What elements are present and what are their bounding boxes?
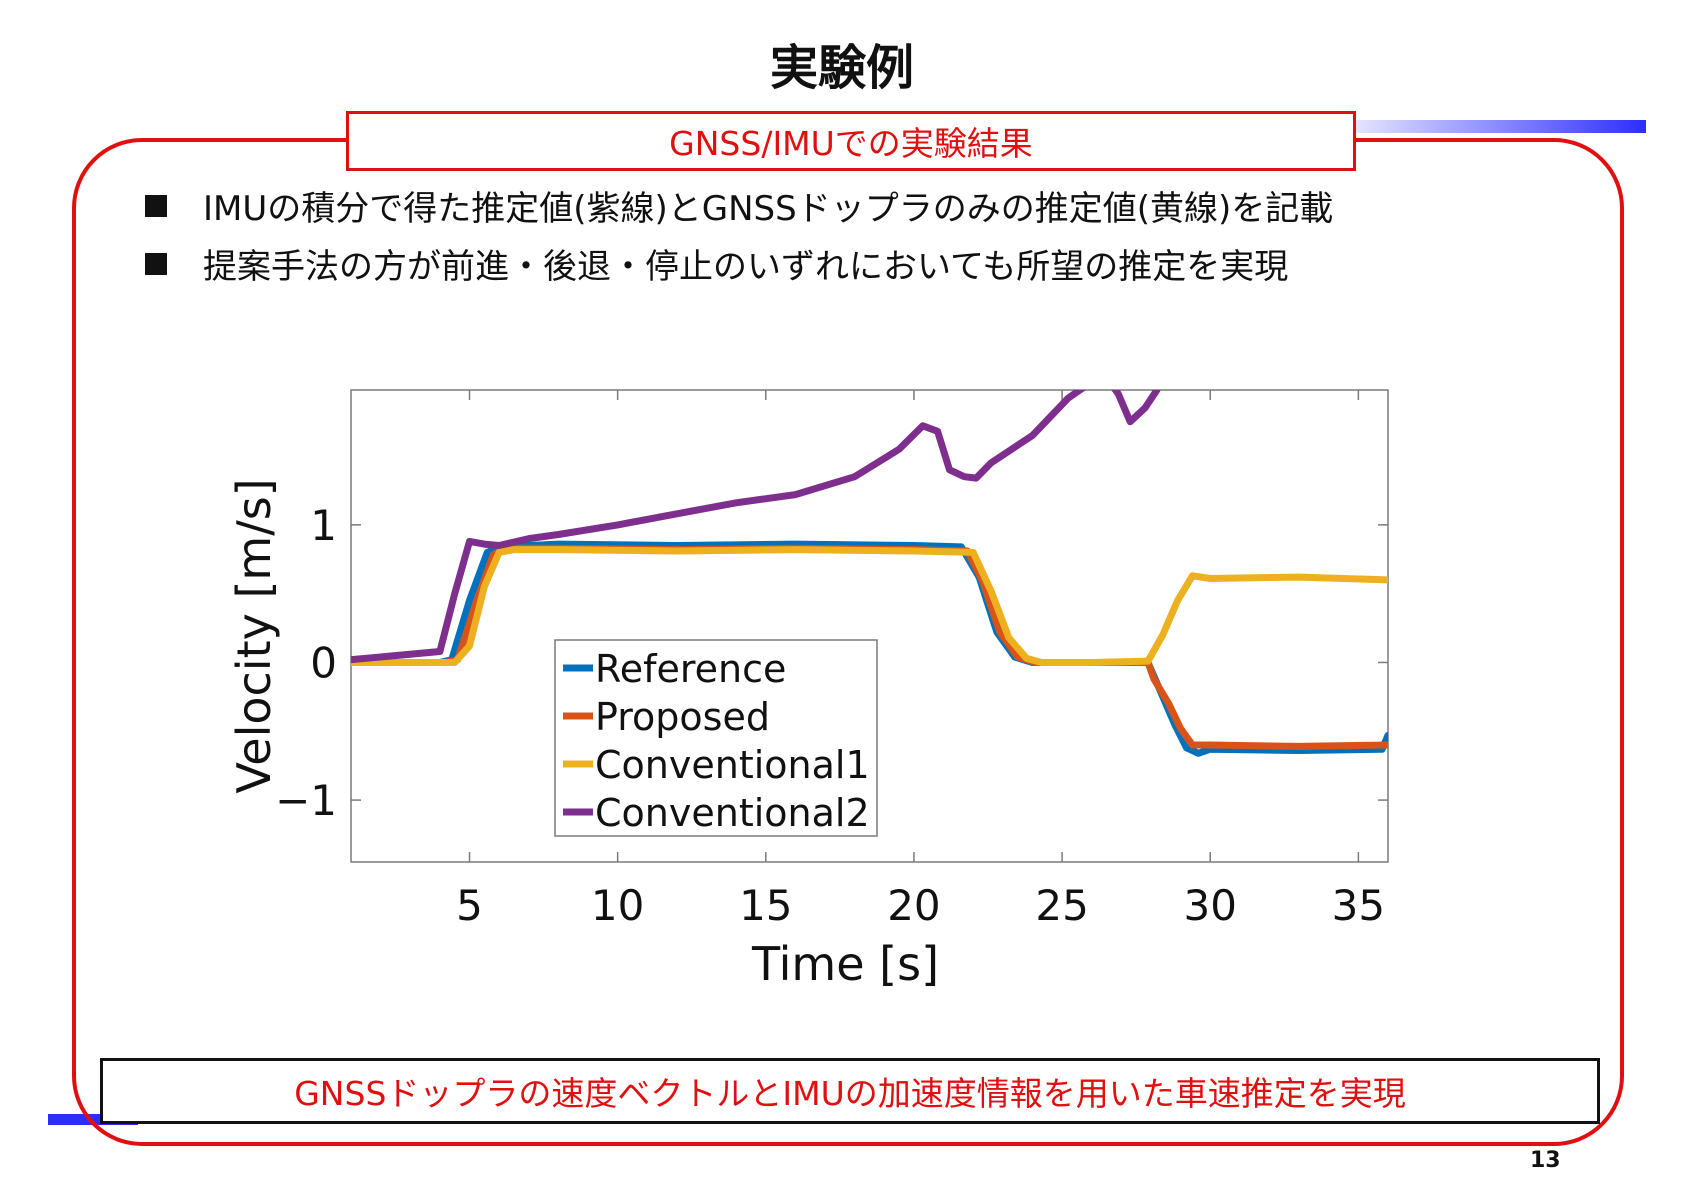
bullet-text: IMUの積分で得た推定値(紫線)とGNSSドップラのみの推定値(黄線)を記載	[203, 188, 1334, 229]
series-group	[351, 390, 1388, 757]
conclusion-box: GNSSドップラの速度ベクトルとIMUの加速度情報を用いた車速推定を実現	[100, 1058, 1600, 1124]
series-line-proposed	[351, 544, 1388, 750]
slide-title: 実験例	[769, 40, 914, 96]
legend-label: Reference	[595, 647, 786, 691]
bullet-text: 提案手法の方が前進・後退・停止のいずれにおいても所望の推定を実現	[203, 246, 1289, 287]
bullet-item: 提案手法の方が前進・後退・停止のいずれにおいても所望の推定を実現	[145, 234, 1333, 292]
x-tick-label: 25	[1035, 881, 1088, 930]
y-tick-label: 1	[310, 501, 337, 550]
x-tick-label: 15	[739, 881, 792, 930]
x-tick-label: 20	[887, 881, 940, 930]
legend-label: Conventional2	[595, 791, 870, 835]
x-axis-title: Time [s]	[751, 937, 939, 991]
x-tick-label: 35	[1332, 881, 1385, 930]
y-axis-title: Velocity [m/s]	[227, 478, 281, 793]
x-tick-label: 30	[1184, 881, 1237, 930]
series-line-conventional1	[351, 546, 1388, 666]
x-tick-label: 5	[456, 881, 483, 930]
page-number: 13	[1530, 1148, 1561, 1173]
conclusion-text: GNSSドップラの速度ベクトルとIMUの加速度情報を用いた車速推定を実現	[294, 1074, 1406, 1113]
legend-box	[554, 639, 878, 837]
x-tick-label: 10	[591, 881, 644, 930]
bullet-square-icon	[145, 253, 167, 275]
bullet-item: IMUの積分で得た推定値(紫線)とGNSSドップラのみの推定値(黄線)を記載	[145, 176, 1333, 234]
legend-label: Conventional1	[595, 743, 870, 787]
series-line-conventional2	[351, 390, 1161, 664]
bullet-list: IMUの積分で得た推定値(紫線)とGNSSドップラのみの推定値(黄線)を記載 提…	[145, 176, 1333, 292]
y-tick-label: 0	[310, 638, 337, 687]
header-accent-bar	[1330, 120, 1646, 133]
section-subtitle-text: GNSS/IMUでの実験結果	[669, 124, 1033, 163]
section-subtitle: GNSS/IMUでの実験結果	[346, 111, 1356, 171]
legend-label: Proposed	[595, 695, 770, 739]
bullet-square-icon	[145, 195, 167, 217]
y-tick-label: −1	[275, 776, 337, 825]
